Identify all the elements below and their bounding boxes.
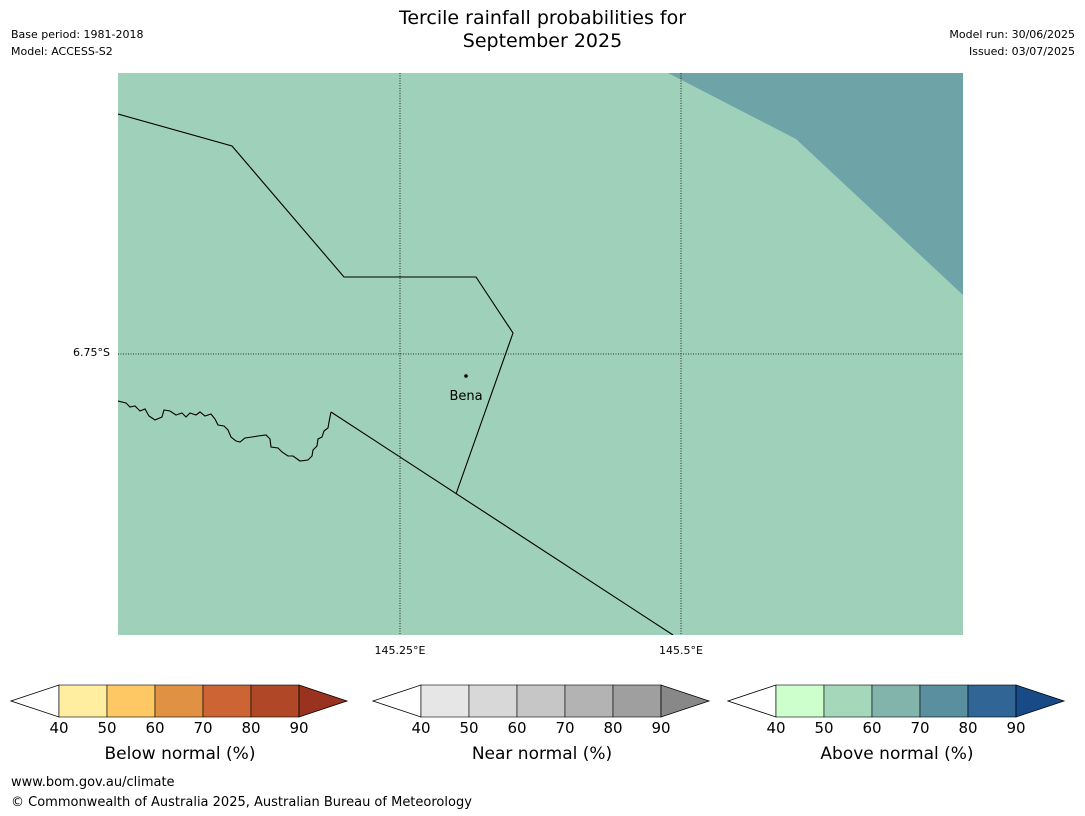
colorbar-below-normal-under-arrow (10, 684, 60, 718)
colorbar-above-normal-tick: 90 (1006, 719, 1026, 737)
bena-location-dot[interactable] (464, 374, 468, 378)
colorbar-near-normal-segment (612, 684, 662, 718)
colorbar-above-normal-segment (871, 684, 921, 718)
colorbar-near-normal-tick: 70 (555, 719, 575, 737)
map-panel[interactable]: Bena (118, 73, 963, 635)
colorbar-below-normal-segment (202, 684, 252, 718)
colorbar-near-normal-tick: 60 (507, 719, 527, 737)
colorbar-above-normal: 40 50 60 70 80 90 Above normal (%) (727, 684, 1067, 774)
colorbar-above-normal-segment (823, 684, 873, 718)
latitude-label: 6.75°S (73, 346, 110, 359)
longitude-label-145-5: 145.5°E (659, 644, 703, 657)
colorbar-below-normal-segment (106, 684, 156, 718)
colorbar-near-normal-tick: 50 (459, 719, 479, 737)
colorbar-below-normal-tick: 80 (241, 719, 261, 737)
issued-text: Issued: 03/07/2025 (968, 45, 1075, 58)
model-text: Model: ACCESS-S2 (11, 45, 113, 58)
colorbar-near-normal-segment (420, 684, 470, 718)
colorbar-near-normal: 40 50 60 70 80 90 Near normal (%) (372, 684, 712, 774)
map-canvas: Bena (118, 73, 963, 635)
colorbar-above-normal-tick: 80 (958, 719, 978, 737)
header-meta-left: Base period: 1981-2018 Model: ACCESS-S2 (11, 26, 143, 60)
colorbar-near-normal-over-arrow (660, 684, 711, 718)
colorbar-below-normal-tick: 90 (289, 719, 309, 737)
colorbar-above-normal-tick: 70 (910, 719, 930, 737)
longitude-label-145-25: 145.25°E (374, 644, 426, 657)
colorbar-below-normal-swatches (10, 684, 349, 718)
colorbar-above-normal-segment (967, 684, 1017, 718)
title-line-2: September 2025 (462, 30, 623, 52)
colorbar-above-normal-over-arrow (1015, 684, 1066, 718)
header-meta-right: Model run: 30/06/2025 Issued: 03/07/2025 (949, 26, 1075, 60)
colorbar-above-normal-segment (919, 684, 969, 718)
colorbar-below-normal-segment (58, 684, 108, 718)
province-boundary-south (330, 411, 674, 635)
colorbar-below-normal-tick: 40 (49, 719, 69, 737)
footer-url[interactable]: www.bom.gov.au/climate (11, 775, 175, 790)
colorbar-near-normal-segment (468, 684, 518, 718)
colorbar-near-normal-under-arrow (372, 684, 422, 718)
colorbar-above-normal-under-arrow (727, 684, 777, 718)
colorbar-near-normal-tick: 90 (651, 719, 671, 737)
bena-label: Bena (449, 389, 482, 404)
colorbar-below-normal-tick: 50 (97, 719, 117, 737)
colorbar-near-normal-swatches (372, 684, 711, 718)
colorbar-above-normal-label: Above normal (%) (820, 744, 974, 764)
model-run-text: Model run: 30/06/2025 (949, 28, 1075, 41)
colorbar-below-normal: 40 50 60 70 80 90 Below normal (%) (10, 684, 350, 774)
province-boundary-north (118, 113, 514, 495)
title-line-1: Tercile rainfall probabilities for (398, 7, 687, 29)
footer-copyright: © Commonwealth of Australia 2025, Austra… (11, 795, 472, 810)
colorbar-below-normal-segment (154, 684, 204, 718)
colorbar-near-normal-label: Near normal (%) (471, 744, 613, 764)
colorbar-near-normal-segment (516, 684, 566, 718)
colorbar-below-normal-tick: 60 (145, 719, 165, 737)
colorbar-near-normal-segment (564, 684, 614, 718)
colorbar-near-normal-tick: 40 (411, 719, 431, 737)
colorbar-below-normal-tick: 70 (193, 719, 213, 737)
colorbar-below-normal-segment (250, 684, 300, 718)
colorbar-above-normal-swatches (727, 684, 1066, 718)
colorbar-above-normal-tick: 50 (814, 719, 834, 737)
above-normal-60-70-region (668, 73, 963, 295)
colorbar-near-normal-tick: 80 (603, 719, 623, 737)
colorbar-below-normal-label: Below normal (%) (104, 744, 256, 764)
colorbar-above-normal-tick: 40 (766, 719, 786, 737)
base-period-text: Base period: 1981-2018 (11, 28, 144, 41)
map-title: Tercile rainfall probabilities for Septe… (300, 7, 785, 53)
colorbar-above-normal-segment (775, 684, 825, 718)
province-boundary-west (118, 400, 332, 462)
colorbar-below-normal-over-arrow (298, 684, 349, 718)
colorbar-above-normal-tick: 60 (862, 719, 882, 737)
